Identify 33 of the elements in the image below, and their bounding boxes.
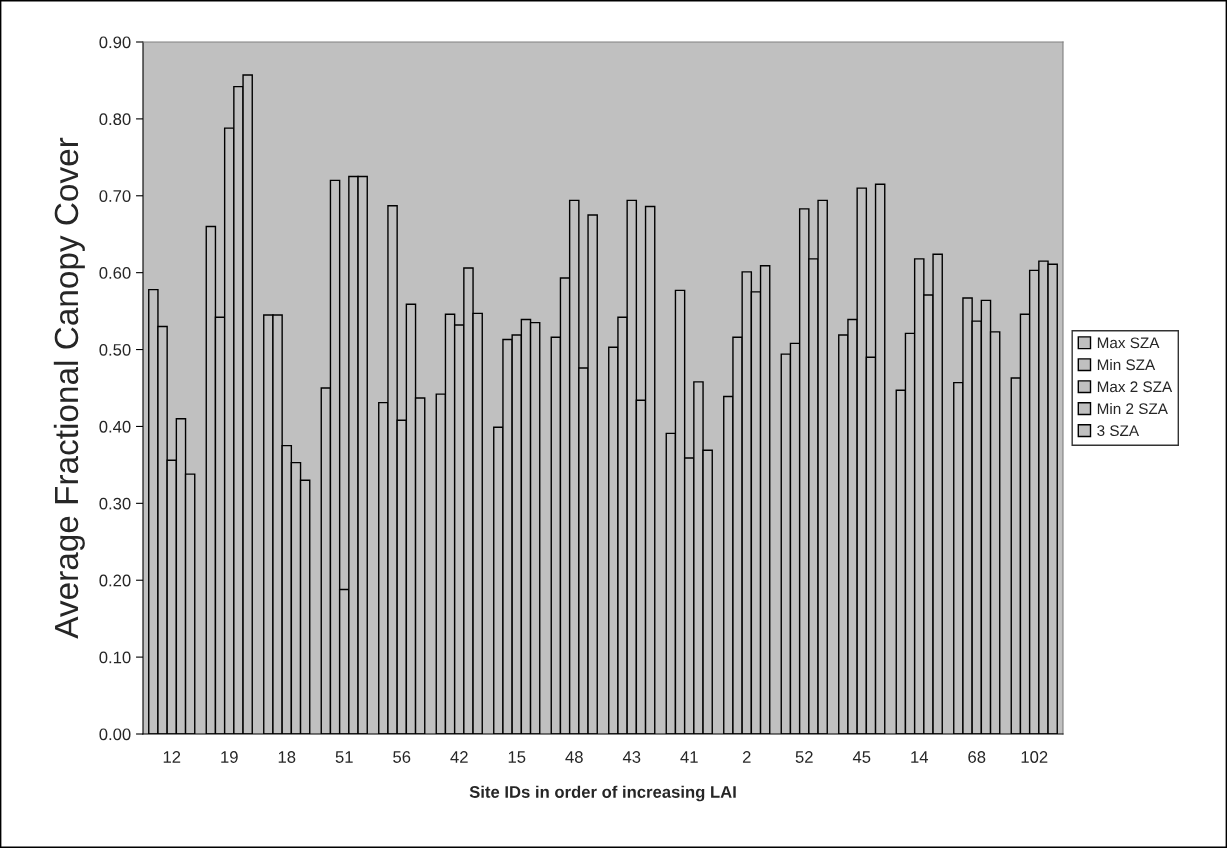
x-tick-label: 52 xyxy=(795,751,813,763)
y-tick-label: 0.70 xyxy=(99,190,131,202)
x-tick-label: 15 xyxy=(508,751,526,763)
x-tick-label: 48 xyxy=(565,751,583,763)
x-tick-label: 56 xyxy=(393,751,411,763)
legend-label: Max SZA xyxy=(1097,337,1160,349)
y-tick-label: 0.80 xyxy=(99,113,131,126)
x-tick-label: 14 xyxy=(911,751,929,763)
x-tick-label: 19 xyxy=(221,751,238,763)
legend-label: 3 SZA xyxy=(1097,425,1140,437)
x-tick-label: 2 xyxy=(742,751,751,763)
x-tick-label: 41 xyxy=(680,751,698,763)
x-tick-label: 51 xyxy=(335,751,353,763)
y-tick-label: 0.50 xyxy=(99,343,131,356)
y-tick-label: 0.20 xyxy=(99,574,131,587)
legend-label: Min SZA xyxy=(1097,358,1156,371)
y-tick-label: 0.40 xyxy=(99,420,131,433)
y-tick-label: 0.00 xyxy=(99,728,131,741)
x-tick-label: 12 xyxy=(163,751,181,763)
y-tick-label: 0.90 xyxy=(99,36,131,49)
x-tick-label: 18 xyxy=(278,751,296,763)
y-tick-label: 0.60 xyxy=(99,267,131,279)
y-tick-label: 0.10 xyxy=(99,651,131,664)
legend-label: Min 2 SZA xyxy=(1097,402,1168,415)
x-tick-label: 43 xyxy=(622,751,641,763)
x-tick-label: 102 xyxy=(1021,751,1048,763)
x-tick-label: 45 xyxy=(852,751,871,763)
y-tick-label: 0.30 xyxy=(99,497,131,510)
x-tick-label: 68 xyxy=(968,751,986,763)
x-axis-title: Site IDs in order of increasing LAI xyxy=(469,785,736,802)
legend-label: Max 2 SZA xyxy=(1097,381,1173,393)
x-tick-label: 42 xyxy=(450,751,468,763)
y-axis-title: Average Fractional Canopy Cover xyxy=(53,137,85,639)
